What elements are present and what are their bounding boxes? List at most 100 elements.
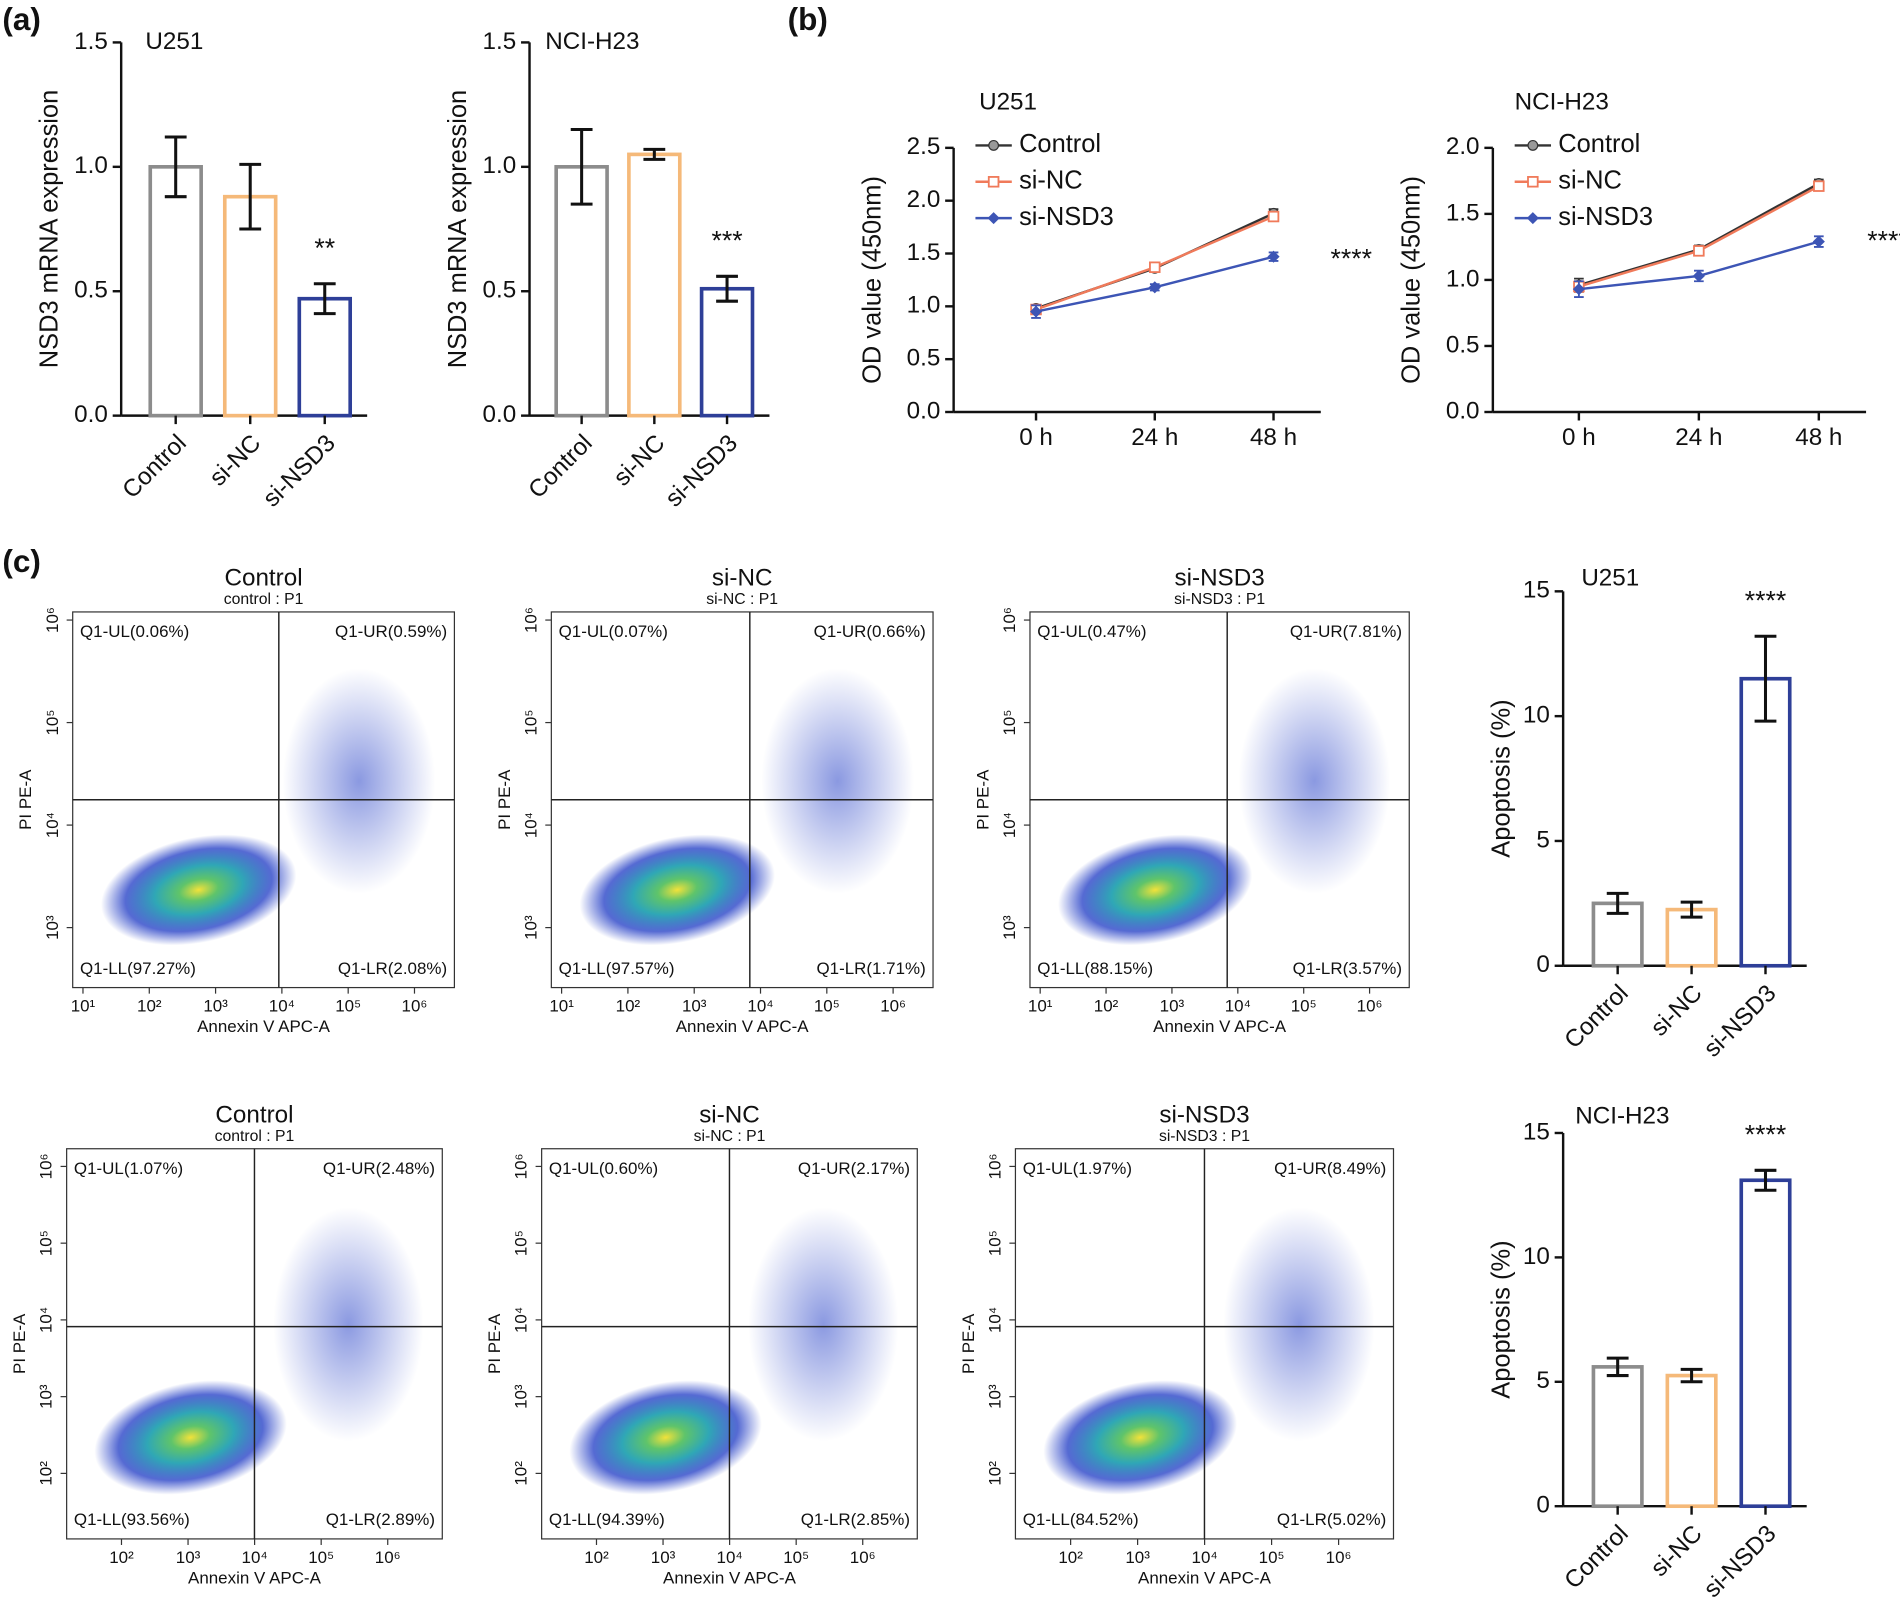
y-axis-title: PI PE-A (495, 769, 514, 830)
error-bar (1680, 900, 1703, 919)
y-tick-label: 5 (1536, 1367, 1549, 1394)
event-cloud (579, 834, 775, 946)
quadrant-label: Q1-UL(0.07%) (559, 622, 668, 641)
bar (627, 152, 682, 418)
y-tick-label: 10⁴ (512, 1307, 531, 1333)
x-tick-label: Control (117, 430, 191, 504)
y-tick-label: 10⁴ (986, 1307, 1005, 1333)
x-tick-label: 10⁵ (1259, 1548, 1285, 1567)
quadrant-label: Q1-UL(0.47%) (1037, 622, 1146, 641)
y-tick-label: 5 (1536, 826, 1549, 853)
y-tick-label: 0.0 (1446, 397, 1480, 424)
quadrant-label: Q1-UL(1.97%) (1023, 1159, 1132, 1178)
x-tick-label: 10³ (203, 996, 228, 1015)
x-tick-label: si-NSD3 (1699, 980, 1782, 1063)
y-tick-label: 15 (1523, 1118, 1550, 1145)
x-tick-label: 10³ (682, 996, 707, 1015)
marker (988, 139, 1000, 151)
y-tick-label: 10³ (986, 1384, 1005, 1409)
y-tick-label: 2.5 (907, 133, 941, 160)
y-tick-label: 10⁶ (986, 1154, 1005, 1180)
quadrant-label: Q1-LR(1.71%) (816, 959, 925, 978)
x-tick-label: 10⁵ (783, 1548, 809, 1567)
x-tick-label: Control (523, 430, 597, 504)
plot-subtitle: si-NC : P1 (694, 1128, 766, 1145)
marker (1267, 210, 1280, 223)
y-tick-label: 0.5 (74, 277, 108, 304)
quadrant-label: Q1-LR(3.57%) (1293, 959, 1402, 978)
y-tick-label: 0.5 (1446, 331, 1480, 358)
x-tick-label: 10⁴ (717, 1548, 743, 1567)
bar (1665, 1373, 1718, 1509)
y-tick-label: 10 (1523, 1243, 1550, 1270)
plot-subtitle: si-NC : P1 (706, 591, 778, 608)
y-tick-label: 10⁴ (1000, 812, 1019, 838)
legend-label: si-NSD3 (1558, 203, 1653, 231)
chart-title: U251 (145, 28, 203, 55)
y-tick-label: 10⁴ (37, 1307, 56, 1333)
x-axis-title: Annexin V APC-A (1138, 1568, 1272, 1587)
quadrant-label: Q1-LL(97.57%) (559, 959, 675, 978)
y-tick-label: 1.0 (483, 152, 517, 179)
bar (1665, 907, 1718, 968)
quadrant-label: Q1-LL(93.56%) (74, 1510, 190, 1529)
x-tick-label: 10⁵ (308, 1548, 334, 1567)
y-tick-label: 0.0 (74, 401, 108, 428)
y-tick-label: 0.0 (483, 401, 517, 428)
chart-title: NCI-H23 (1515, 88, 1609, 115)
x-axis-title: Annexin V APC-A (676, 1017, 810, 1036)
y-tick-label: 0.0 (907, 397, 941, 424)
x-tick-label: 10⁴ (1225, 996, 1251, 1015)
y-tick-label: 10³ (512, 1384, 531, 1409)
panel-label: (c) (2, 543, 41, 579)
event-cloud (1043, 1380, 1238, 1495)
x-axis-title: Annexin V APC-A (188, 1568, 322, 1587)
quadrant-label: Q1-UL(0.06%) (80, 622, 189, 641)
event-cloud (748, 1207, 899, 1442)
y-tick-label: 1.5 (907, 239, 941, 266)
plot-title: si-NC (699, 1101, 760, 1128)
error-bar (716, 274, 738, 303)
y-axis-title: PI PE-A (959, 1313, 978, 1374)
x-tick-label: Control (1559, 1520, 1633, 1594)
quadrant-label: Q1-LL(84.52%) (1023, 1510, 1139, 1529)
y-tick-label: 15 (1523, 577, 1550, 604)
y-tick-label: 2.0 (1446, 133, 1480, 160)
legend-label: si-NC (1019, 166, 1083, 194)
bar (699, 286, 755, 418)
bar (1591, 1365, 1644, 1509)
bar (148, 165, 203, 418)
x-tick-label: 10² (616, 996, 641, 1015)
y-tick-label: 0 (1536, 951, 1549, 978)
x-tick-label: 10¹ (1028, 996, 1053, 1015)
marker (1148, 281, 1161, 294)
error-bar (164, 135, 187, 199)
quadrant-label: Q1-UR(7.81%) (1290, 622, 1402, 641)
quadrant-label: Q1-LR(2.08%) (338, 959, 447, 978)
x-tick-label: 10² (584, 1548, 609, 1567)
marker (1149, 261, 1161, 274)
marker (1813, 180, 1825, 192)
bar (1739, 1178, 1792, 1509)
error-bar (1680, 1367, 1703, 1384)
y-tick-label: 10⁴ (521, 812, 540, 838)
event-cloud (94, 1380, 287, 1495)
x-tick-label: 10⁴ (1192, 1548, 1218, 1567)
y-axis-title: PI PE-A (485, 1313, 504, 1374)
y-tick-label: 1.0 (907, 292, 941, 319)
plot-subtitle: si-NSD3 : P1 (1159, 1128, 1250, 1145)
error-bar (239, 162, 262, 231)
plot-subtitle: si-NSD3 : P1 (1174, 591, 1265, 608)
event-cloud (761, 668, 914, 894)
y-axis-title: Apoptosis (%) (1487, 1240, 1515, 1398)
x-tick-label: 48 h (1795, 424, 1842, 451)
x-tick-label: si-NC (204, 430, 266, 492)
y-tick-label: 10³ (43, 915, 62, 940)
y-tick-label: 10⁶ (512, 1154, 531, 1180)
x-tick-label: 10⁵ (1291, 996, 1317, 1015)
annotation: *** (711, 225, 742, 255)
x-tick-label: 10¹ (71, 996, 96, 1015)
x-tick-label: 0 h (1562, 424, 1596, 451)
marker (1267, 250, 1280, 263)
